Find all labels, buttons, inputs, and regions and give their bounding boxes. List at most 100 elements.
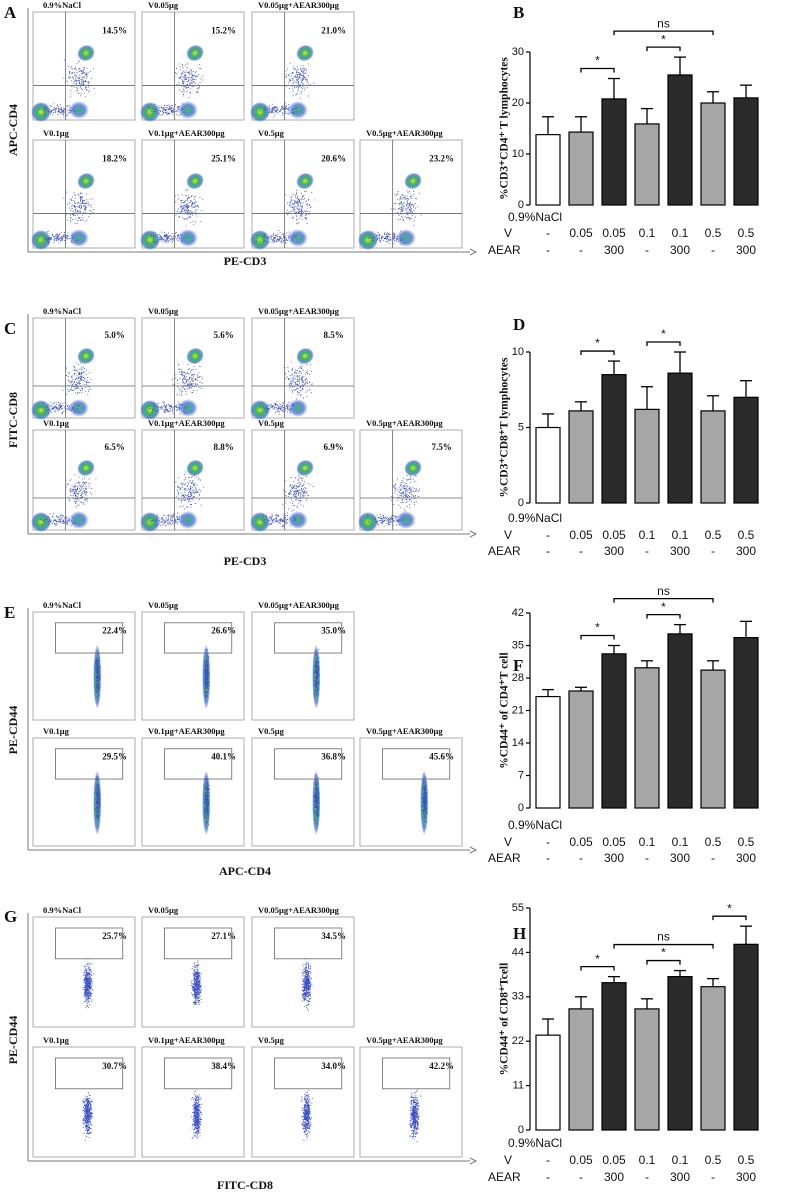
dot-plot-frame bbox=[251, 11, 355, 121]
cd44-gate bbox=[55, 1057, 124, 1090]
dot-plot-frame bbox=[141, 1046, 245, 1158]
gate-percent: 6.9% bbox=[323, 442, 343, 452]
gate-percent: 29.5% bbox=[102, 752, 127, 762]
x-row-label: 300 bbox=[736, 1170, 756, 1184]
panel-label: G bbox=[4, 907, 17, 926]
x-row-label: - bbox=[645, 851, 649, 865]
gate-percent: 7.5% bbox=[431, 442, 451, 452]
plot-label: V0.05μg bbox=[148, 0, 179, 10]
x-row-label: - bbox=[546, 1170, 550, 1184]
panel-label: C bbox=[4, 319, 16, 338]
population bbox=[77, 347, 95, 365]
x-axis-label: PE-CD3 bbox=[224, 554, 267, 568]
y-axis-label: %CD3⁺CD8⁺T lymphocytes bbox=[499, 357, 511, 498]
dot-plot-frame bbox=[251, 611, 355, 721]
x-row-label: 0.05 bbox=[602, 226, 626, 240]
bar bbox=[700, 102, 726, 206]
event-dots bbox=[40, 513, 76, 527]
x-row-name: AEAR bbox=[488, 544, 521, 558]
cd44-gate bbox=[382, 748, 451, 780]
population bbox=[77, 172, 95, 190]
x-row-label: - bbox=[711, 544, 715, 558]
event-dots bbox=[391, 190, 422, 226]
plot-label: V0.5μg+AEAR300μg bbox=[366, 128, 443, 138]
x-row-label: 300 bbox=[736, 544, 756, 558]
significance-bracket bbox=[580, 965, 615, 971]
significance-bracket bbox=[580, 350, 615, 356]
population bbox=[287, 511, 308, 529]
cd44-gate bbox=[274, 927, 343, 960]
plot-label: V0.1μg+AEAR300μg bbox=[148, 1035, 225, 1045]
event-dots bbox=[390, 475, 420, 512]
population bbox=[186, 44, 204, 62]
x-axis-label: FITC-CD8 bbox=[217, 1178, 273, 1192]
bar bbox=[535, 134, 561, 206]
plot-label: V0.05μg+AEAR300μg bbox=[258, 0, 340, 10]
bar bbox=[634, 1008, 660, 1131]
plot-label: V0.05μg+AEAR300μg bbox=[258, 905, 340, 915]
gate-percent: 27.1% bbox=[211, 931, 236, 941]
x-row-label: 0.05 bbox=[569, 1153, 593, 1167]
x-row-label: 0.5 bbox=[738, 835, 755, 849]
gate-percent: 22.4% bbox=[102, 626, 127, 636]
y-tick-label: 10 bbox=[512, 346, 524, 358]
event-dots bbox=[301, 958, 313, 1012]
plot-label: 0.9%NaCl bbox=[43, 600, 82, 610]
x-row-label: 0.05 bbox=[602, 835, 626, 849]
x-row-name: V bbox=[504, 528, 512, 542]
gate-percent: 5.6% bbox=[213, 330, 233, 340]
x-row-label: 0.1 bbox=[672, 528, 689, 542]
y-axis-label: PE-CD44 bbox=[6, 706, 20, 755]
cd44-gate bbox=[274, 1057, 343, 1090]
event-dots bbox=[283, 361, 313, 400]
arrow-head bbox=[469, 846, 478, 854]
x-row-label: 300 bbox=[604, 1170, 624, 1184]
x-row-label: 0.1 bbox=[639, 528, 656, 542]
dot-plot-frame bbox=[251, 737, 355, 847]
x-row-label: - bbox=[579, 544, 583, 558]
gate-percent: 42.2% bbox=[429, 1061, 454, 1071]
bar bbox=[568, 410, 594, 504]
y-tick-label: 20 bbox=[512, 97, 524, 109]
gate-percent: 8.8% bbox=[213, 442, 233, 452]
gate-percent: 21.0% bbox=[321, 26, 346, 36]
event-dots bbox=[203, 648, 210, 698]
x-row-label: 0.05 bbox=[569, 528, 593, 542]
x-axis-label: PE-CD3 bbox=[224, 254, 267, 268]
bar bbox=[733, 396, 759, 504]
bar bbox=[634, 667, 660, 809]
plot-label: V0.1μg bbox=[43, 1035, 70, 1045]
gate-percent: 23.2% bbox=[429, 154, 454, 164]
dot-plot-frame bbox=[32, 737, 136, 847]
population bbox=[140, 512, 160, 532]
plot-label: V0.1μg+AEAR300μg bbox=[148, 418, 225, 428]
panel-label: A bbox=[4, 3, 17, 22]
x-row-label: 0.1 bbox=[639, 1153, 656, 1167]
x-row-label: - bbox=[546, 226, 550, 240]
y-axis-label: %CD44⁺ of CD4⁺T cell bbox=[499, 652, 511, 768]
event-dots bbox=[38, 103, 80, 118]
bar bbox=[667, 74, 693, 206]
gate-percent: 40.1% bbox=[211, 752, 236, 762]
x-row-label: - bbox=[546, 544, 550, 558]
population bbox=[287, 101, 308, 119]
gate-percent: 34.0% bbox=[321, 1061, 346, 1071]
event-dots bbox=[285, 62, 315, 99]
x-row-name: AEAR bbox=[488, 1170, 521, 1184]
plot-label: V0.5μg bbox=[258, 418, 285, 428]
population bbox=[177, 101, 198, 119]
x-row-label: 0.1 bbox=[639, 226, 656, 240]
cd44-gate bbox=[55, 927, 124, 960]
x-header: 0.9%NaCl bbox=[508, 818, 562, 832]
panel-label: D bbox=[513, 315, 525, 334]
x-row-label: 300 bbox=[670, 1170, 690, 1184]
x-row-label: 0.5 bbox=[705, 835, 722, 849]
bar bbox=[667, 372, 693, 504]
panel-label: F bbox=[513, 656, 523, 675]
event-dots bbox=[258, 400, 295, 415]
cd44-gate bbox=[274, 748, 343, 780]
gate-percent: 18.2% bbox=[102, 154, 127, 164]
y-tick-label: 0 bbox=[518, 199, 524, 211]
x-row-label: 0.1 bbox=[672, 1153, 689, 1167]
